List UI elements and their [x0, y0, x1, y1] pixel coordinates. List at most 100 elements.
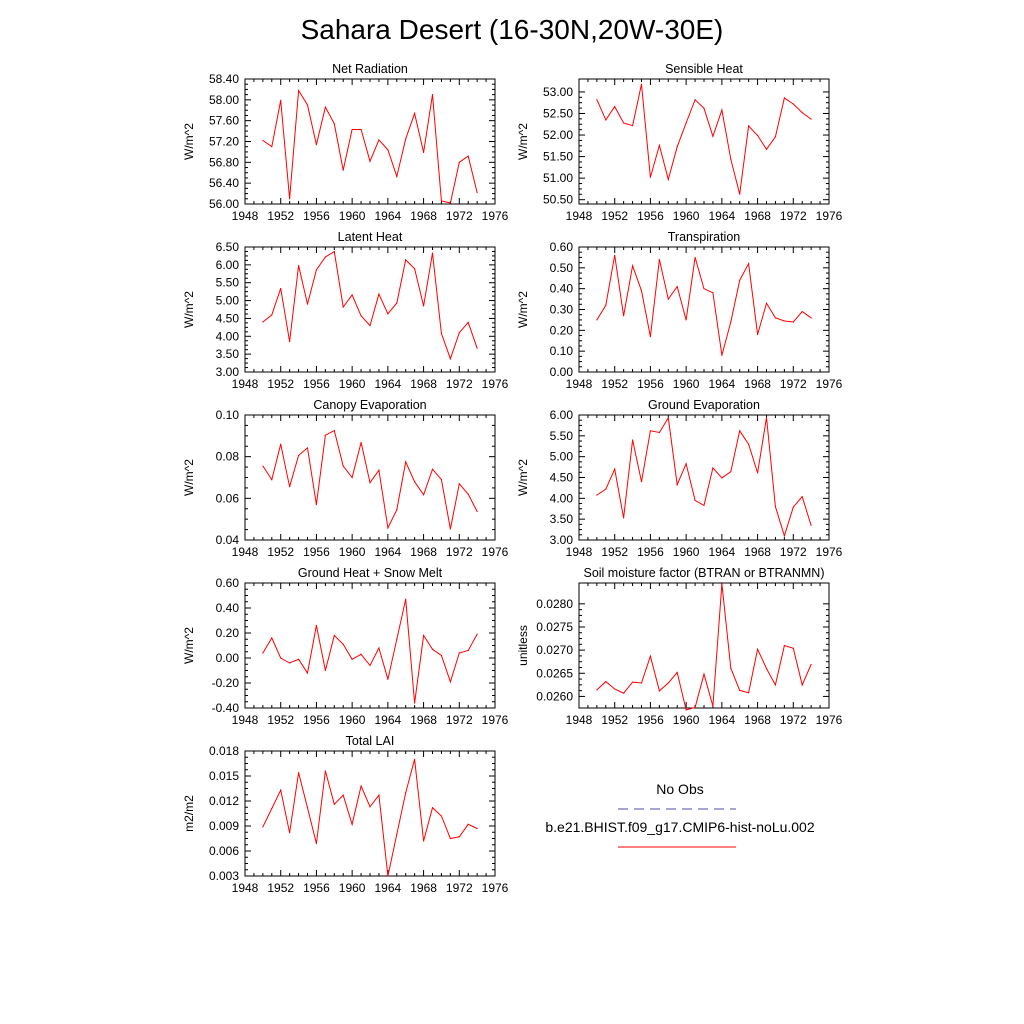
data-point — [721, 354, 723, 356]
x-tick-label: 1964 — [375, 209, 402, 223]
data-point — [810, 317, 812, 319]
data-point — [405, 259, 407, 261]
x-tick-label: 1948 — [232, 881, 259, 895]
data-point — [369, 324, 371, 327]
y-tick-label: 0.20 — [550, 323, 574, 337]
data-point — [422, 840, 425, 842]
data-point — [262, 465, 264, 467]
data-point — [333, 251, 335, 253]
data-point — [360, 441, 362, 444]
data-point — [422, 634, 425, 637]
panel-title: Net Radiation — [332, 62, 408, 76]
x-tick-label: 1956 — [637, 209, 664, 223]
data-point — [351, 476, 353, 479]
panel-9: Total LAI m2/m2 1948 1952 1956 1960 1964 1968 19… — [182, 734, 509, 895]
data-point — [306, 104, 309, 106]
x-tick-label: 1948 — [232, 377, 259, 391]
data-point — [623, 315, 625, 317]
y-tick-label: 51.00 — [543, 171, 573, 185]
data-point — [774, 506, 777, 508]
data-point — [458, 836, 460, 838]
data-point — [712, 292, 714, 294]
x-tick-label: 1960 — [339, 209, 366, 223]
data-point — [730, 667, 732, 669]
data-point — [387, 678, 389, 680]
data-point — [476, 347, 478, 349]
data-point — [431, 94, 434, 96]
x-tick-label: 1948 — [232, 209, 259, 223]
data-point — [721, 477, 723, 479]
x-tick-label: 1964 — [709, 377, 736, 391]
data-point — [387, 149, 389, 151]
data-point — [667, 298, 669, 300]
data-point — [476, 827, 478, 830]
data-point — [405, 138, 407, 140]
x-tick-label: 1968 — [744, 545, 771, 559]
data-point — [631, 439, 634, 441]
data-point — [765, 302, 768, 304]
data-point — [458, 332, 460, 334]
data-point — [280, 443, 282, 445]
data-point — [748, 263, 750, 265]
data-point — [262, 321, 264, 323]
series-line — [262, 599, 478, 704]
data-point — [378, 647, 380, 649]
data-point — [360, 785, 362, 787]
x-tick-label: 1976 — [816, 545, 843, 559]
x-tick-label: 1956 — [303, 545, 330, 559]
y-axis-label: W/m^2 — [182, 123, 196, 160]
y-axis-label: W/m^2 — [516, 123, 530, 160]
data-point — [387, 875, 389, 877]
x-tick-label: 1976 — [482, 377, 509, 391]
data-point — [476, 633, 478, 635]
x-tick-label: 1968 — [410, 545, 437, 559]
data-point — [315, 269, 318, 271]
x-tick-label: 1976 — [482, 545, 509, 559]
x-tick-label: 1968 — [744, 209, 771, 223]
y-tick-label: 0.40 — [550, 282, 574, 296]
data-point — [476, 191, 478, 194]
data-point — [360, 315, 362, 317]
y-tick-label: 0.60 — [550, 240, 574, 254]
data-point — [289, 832, 291, 834]
y-tick-label: 0.0265 — [536, 666, 573, 680]
y-tick-label: 0.0260 — [536, 689, 573, 703]
x-tick-label: 1952 — [601, 545, 628, 559]
y-tick-label: 58.40 — [209, 72, 239, 86]
data-point — [783, 320, 785, 322]
y-tick-label: 4.00 — [216, 329, 240, 343]
y-tick-label: 0.08 — [216, 450, 240, 464]
data-point — [596, 689, 598, 691]
y-tick-label: 0.015 — [209, 769, 239, 783]
data-point — [262, 826, 264, 828]
y-tick-label: 56.40 — [209, 176, 239, 190]
x-tick-label: 1976 — [482, 209, 509, 223]
data-point — [440, 332, 443, 335]
data-point — [306, 303, 309, 305]
y-tick-label: 4.00 — [550, 491, 574, 505]
x-tick-label: 1956 — [637, 713, 664, 727]
data-point — [396, 175, 398, 177]
y-tick-label: 0.00 — [216, 651, 240, 665]
data-point — [289, 662, 291, 664]
data-point — [658, 431, 660, 434]
data-point — [801, 310, 803, 313]
data-point — [431, 468, 434, 470]
y-axis-label: W/m^2 — [182, 291, 196, 328]
x-tick-label: 1976 — [482, 713, 509, 727]
data-point — [596, 99, 598, 101]
data-point — [658, 690, 660, 692]
x-tick-label: 1948 — [566, 209, 593, 223]
data-point — [631, 681, 634, 683]
x-tick-label: 1968 — [410, 713, 437, 727]
panel-3: Latent Heat W/m^2 1948 1952 1956 1960 1964 1968… — [182, 230, 509, 391]
y-axis-label: W/m^2 — [182, 459, 196, 496]
data-point — [623, 692, 625, 694]
data-point — [801, 496, 803, 498]
x-tick-label: 1960 — [673, 377, 700, 391]
data-point — [765, 668, 768, 670]
y-tick-label: 0.0275 — [536, 620, 573, 634]
data-point — [414, 112, 416, 114]
data-point — [703, 107, 705, 109]
plot-frame — [578, 78, 830, 205]
